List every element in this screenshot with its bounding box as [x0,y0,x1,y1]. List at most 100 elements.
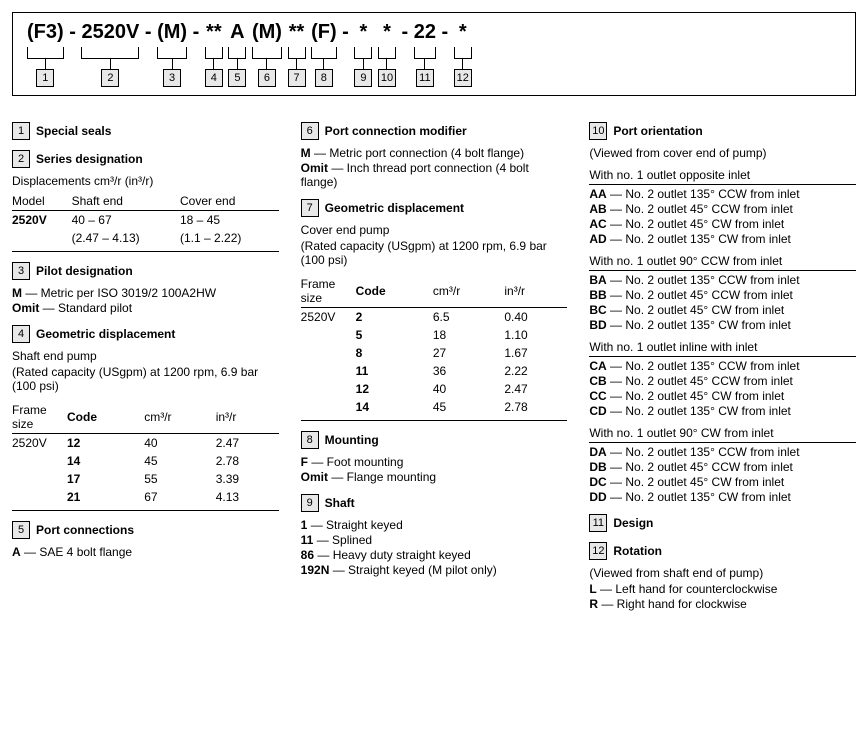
table-row: (2.47 – 4.13)(1.1 – 2.22) [12,229,279,247]
section-2-title: 2 Series designation [12,150,279,168]
table-cell: 8 [356,344,433,362]
section-7-label: Geometric displacement [325,201,464,215]
table-cell: 45 [433,398,504,416]
th-model: Model [12,192,72,211]
table-row: 8271.67 [301,344,568,362]
model-code-line: (F3)1 - 2520V2 - (M)3 - **4 A5 (M)6 **7 … [27,21,841,87]
table-row: 14452.78 [301,398,568,416]
section-2-subtitle: Displacements cm³/r (in³/r) [12,174,279,188]
table-cell: 3.39 [216,470,279,488]
columns: 1 Special seals 2 Series designation Dis… [12,112,856,612]
code-segment-text: (F) [311,21,337,45]
code-segment-numbox: 4 [205,69,223,87]
option-item: Omit — Inch thread port connection (4 bo… [301,161,568,189]
code-segment-numbox: 12 [454,69,472,87]
code-segment-numbox: 7 [288,69,306,87]
table-cell: 17 [67,470,144,488]
code-segment-numbox: 8 [315,69,333,87]
shaft-disp-table: Frame size Code cm³/r in³/r 2520V12402.4… [12,401,279,506]
code-segment-numbox: 3 [163,69,181,87]
section-9-label: Shaft [325,496,355,510]
section-10-num: 10 [589,122,607,140]
table-cell: 11 [356,362,433,380]
section-6-label: Port connection modifier [325,124,467,138]
orientation-item: BA — No. 2 outlet 135° CCW from inlet [589,273,856,287]
option-item: Omit — Standard pilot [12,301,279,315]
orientation-item: BB — No. 2 outlet 45° CCW from inlet [589,288,856,302]
table-cell [12,229,72,247]
code-segment: (F) 8 [311,21,337,87]
th-cover-end: Cover end [180,192,279,211]
th-code: Code [356,275,433,308]
section-12-title: 12 Rotation [589,542,856,560]
table-cell: 2.47 [504,380,567,398]
model-code-box: (F3)1 - 2520V2 - (M)3 - **4 A5 (M)6 **7 … [12,12,856,96]
orientation-item: CB — No. 2 outlet 45° CCW from inlet [589,374,856,388]
section-9-title: 9 Shaft [301,494,568,512]
code-segment: - [436,21,454,45]
table-cell [301,326,356,344]
section-10-note: (Viewed from cover end of pump) [589,146,856,160]
section-4-sub2: (Rated capacity (USgpm) at 1200 rpm, 6.9… [12,365,279,393]
table-cell: 55 [144,470,215,488]
section-11-label: Design [613,516,653,530]
code-segment-numbox: 1 [36,69,54,87]
table-row: 14452.78 [12,452,279,470]
code-segment-text: - [64,21,82,45]
th-code: Code [67,401,144,434]
code-segment-text: (M) [252,21,282,45]
code-segment-text: 22 [414,21,436,45]
code-segment-numbox: 11 [416,69,434,87]
column-2: 6 Port connection modifier M — Metric po… [301,112,568,612]
th-cm3r: cm³/r [433,275,504,308]
section-6-title: 6 Port connection modifier [301,122,568,140]
code-segment-text: - [436,21,454,45]
table-cell [301,380,356,398]
code-segment: - [396,21,414,45]
table-cell: 2.78 [504,398,567,416]
table-row: 2520V26.50.40 [301,308,568,327]
section-2-label: Series designation [36,152,143,166]
section-11-title: 11 Design [589,514,856,532]
code-segment-text: * [459,21,467,45]
orientation-item: DC — No. 2 outlet 45° CW from inlet [589,475,856,489]
column-3: 10 Port orientation (Viewed from cover e… [589,112,856,612]
code-segment-numbox: 9 [354,69,372,87]
code-segment-text: - [187,21,205,45]
table-row: 2520V12402.47 [12,434,279,453]
code-segment: *10 [378,21,396,87]
orientation-group-head: With no. 1 outlet opposite inlet [589,168,856,185]
section-4-label: Geometric displacement [36,327,175,341]
section-10-label: Port orientation [613,124,702,138]
section-12-note: (Viewed from shaft end of pump) [589,566,856,580]
code-segment: A5 [228,21,246,87]
table-cell: 45 [144,452,215,470]
table-cell [301,362,356,380]
section-1-title: 1 Special seals [12,122,279,140]
table-cell [12,488,67,506]
section-12-num: 12 [589,542,607,560]
code-segment-text: - [337,21,355,45]
code-segment-numbox: 5 [228,69,246,87]
table-cell: 1.67 [504,344,567,362]
table-cell: 12 [67,434,144,453]
section-5-label: Port connections [36,523,134,537]
code-segment: - [337,21,355,45]
code-segment-text: ** [289,21,305,45]
orientation-group-head: With no. 1 outlet 90° CW from inlet [589,426,856,443]
table-cell: 2520V [12,434,67,453]
th-cm3r: cm³/r [144,401,215,434]
section-6-num: 6 [301,122,319,140]
table-cell: 2520V [301,308,356,327]
option-item: L — Left hand for counterclockwise [589,582,856,596]
table-cell: 2.47 [216,434,279,453]
table-row: 2520V40 – 6718 – 45 [12,211,279,230]
code-segment-numbox: 2 [101,69,119,87]
table-cell [301,344,356,362]
code-segment: - [64,21,82,45]
code-segment-numbox: 10 [378,69,396,87]
code-segment: - [187,21,205,45]
code-segment: (M)6 [252,21,282,87]
code-segment: 22 11 [414,21,436,87]
section-2-num: 2 [12,150,30,168]
